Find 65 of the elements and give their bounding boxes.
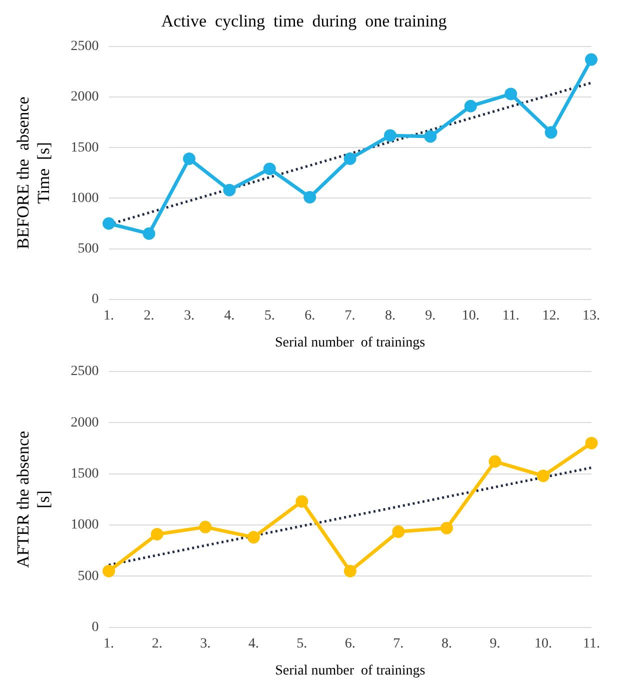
x-tick-label: 4.	[224, 308, 235, 324]
y-axis-title: AFTER the absence [s]	[14, 430, 54, 568]
y-tick-label: 0	[92, 620, 99, 636]
point	[392, 525, 405, 538]
y-tick-label: 1000	[70, 518, 99, 533]
x-tick-label: 6.	[304, 308, 316, 324]
y-tick-label: 500	[78, 241, 99, 256]
y-tick-label: 0	[92, 292, 99, 308]
x-tick-label: 1.	[104, 308, 114, 324]
point	[536, 470, 550, 482]
x-tick-label: 5.	[296, 636, 308, 652]
point	[150, 528, 164, 540]
x-tick-label: 9.	[425, 308, 436, 324]
point	[464, 100, 477, 112]
x-tick-label: 3.	[200, 636, 211, 652]
point	[247, 531, 260, 544]
x-tick-label: 8.	[441, 636, 452, 652]
x-tick-label: 5.	[264, 308, 275, 324]
y-tick-label: 500	[78, 568, 99, 584]
x-tick-label: 2.	[152, 636, 162, 652]
point	[384, 129, 396, 142]
point	[585, 436, 598, 450]
chart-title: Active cycling time during one training	[161, 12, 448, 31]
x-tick-label: 4.	[248, 636, 259, 652]
x-axis-title: Serial number of trainings	[274, 335, 426, 350]
x-tick-label: 3.	[184, 308, 194, 324]
x-tick-label: 1.	[104, 636, 114, 652]
point	[102, 564, 116, 578]
x-tick-label: 11.	[583, 636, 600, 652]
point	[544, 126, 558, 139]
point	[223, 184, 236, 196]
x-tick-label: 10.	[534, 636, 552, 652]
y-tick-label: 2000	[70, 415, 99, 430]
point	[344, 564, 356, 578]
y-tick-label: 1000	[70, 190, 99, 206]
x-tick-label: 13.	[582, 308, 600, 324]
x-tick-label: 6.	[344, 636, 356, 652]
point	[102, 217, 116, 230]
point	[585, 53, 598, 66]
x-tick-label: 12.	[542, 308, 560, 324]
x-tick-label: 7.	[393, 636, 404, 652]
x-tick-label: 2.	[144, 308, 154, 324]
y-tick-label: 1500	[70, 466, 99, 482]
y-tick-label: 2500	[70, 39, 99, 54]
x-tick-label: 10.	[462, 308, 480, 324]
point	[504, 88, 518, 100]
x-tick-label: 11.	[502, 308, 520, 324]
point	[304, 190, 316, 204]
point	[263, 162, 276, 176]
x-tick-label: 9.	[490, 636, 500, 652]
x-tick-label: 7.	[344, 308, 356, 324]
point	[488, 455, 502, 468]
point	[296, 495, 308, 508]
y-tick-label: 2500	[70, 364, 99, 380]
y-tick-label: 1500	[70, 140, 99, 156]
point	[199, 520, 212, 534]
y-axis-title: BEFORE the absence Time [s]	[14, 96, 54, 250]
x-tick-label: 8.	[384, 308, 396, 324]
y-tick-label: 2000	[70, 90, 99, 105]
point	[142, 227, 156, 240]
point	[440, 522, 453, 534]
point	[424, 130, 437, 143]
point	[344, 152, 356, 165]
point	[182, 152, 196, 165]
x-axis-title: Serial number of trainings	[275, 663, 426, 678]
